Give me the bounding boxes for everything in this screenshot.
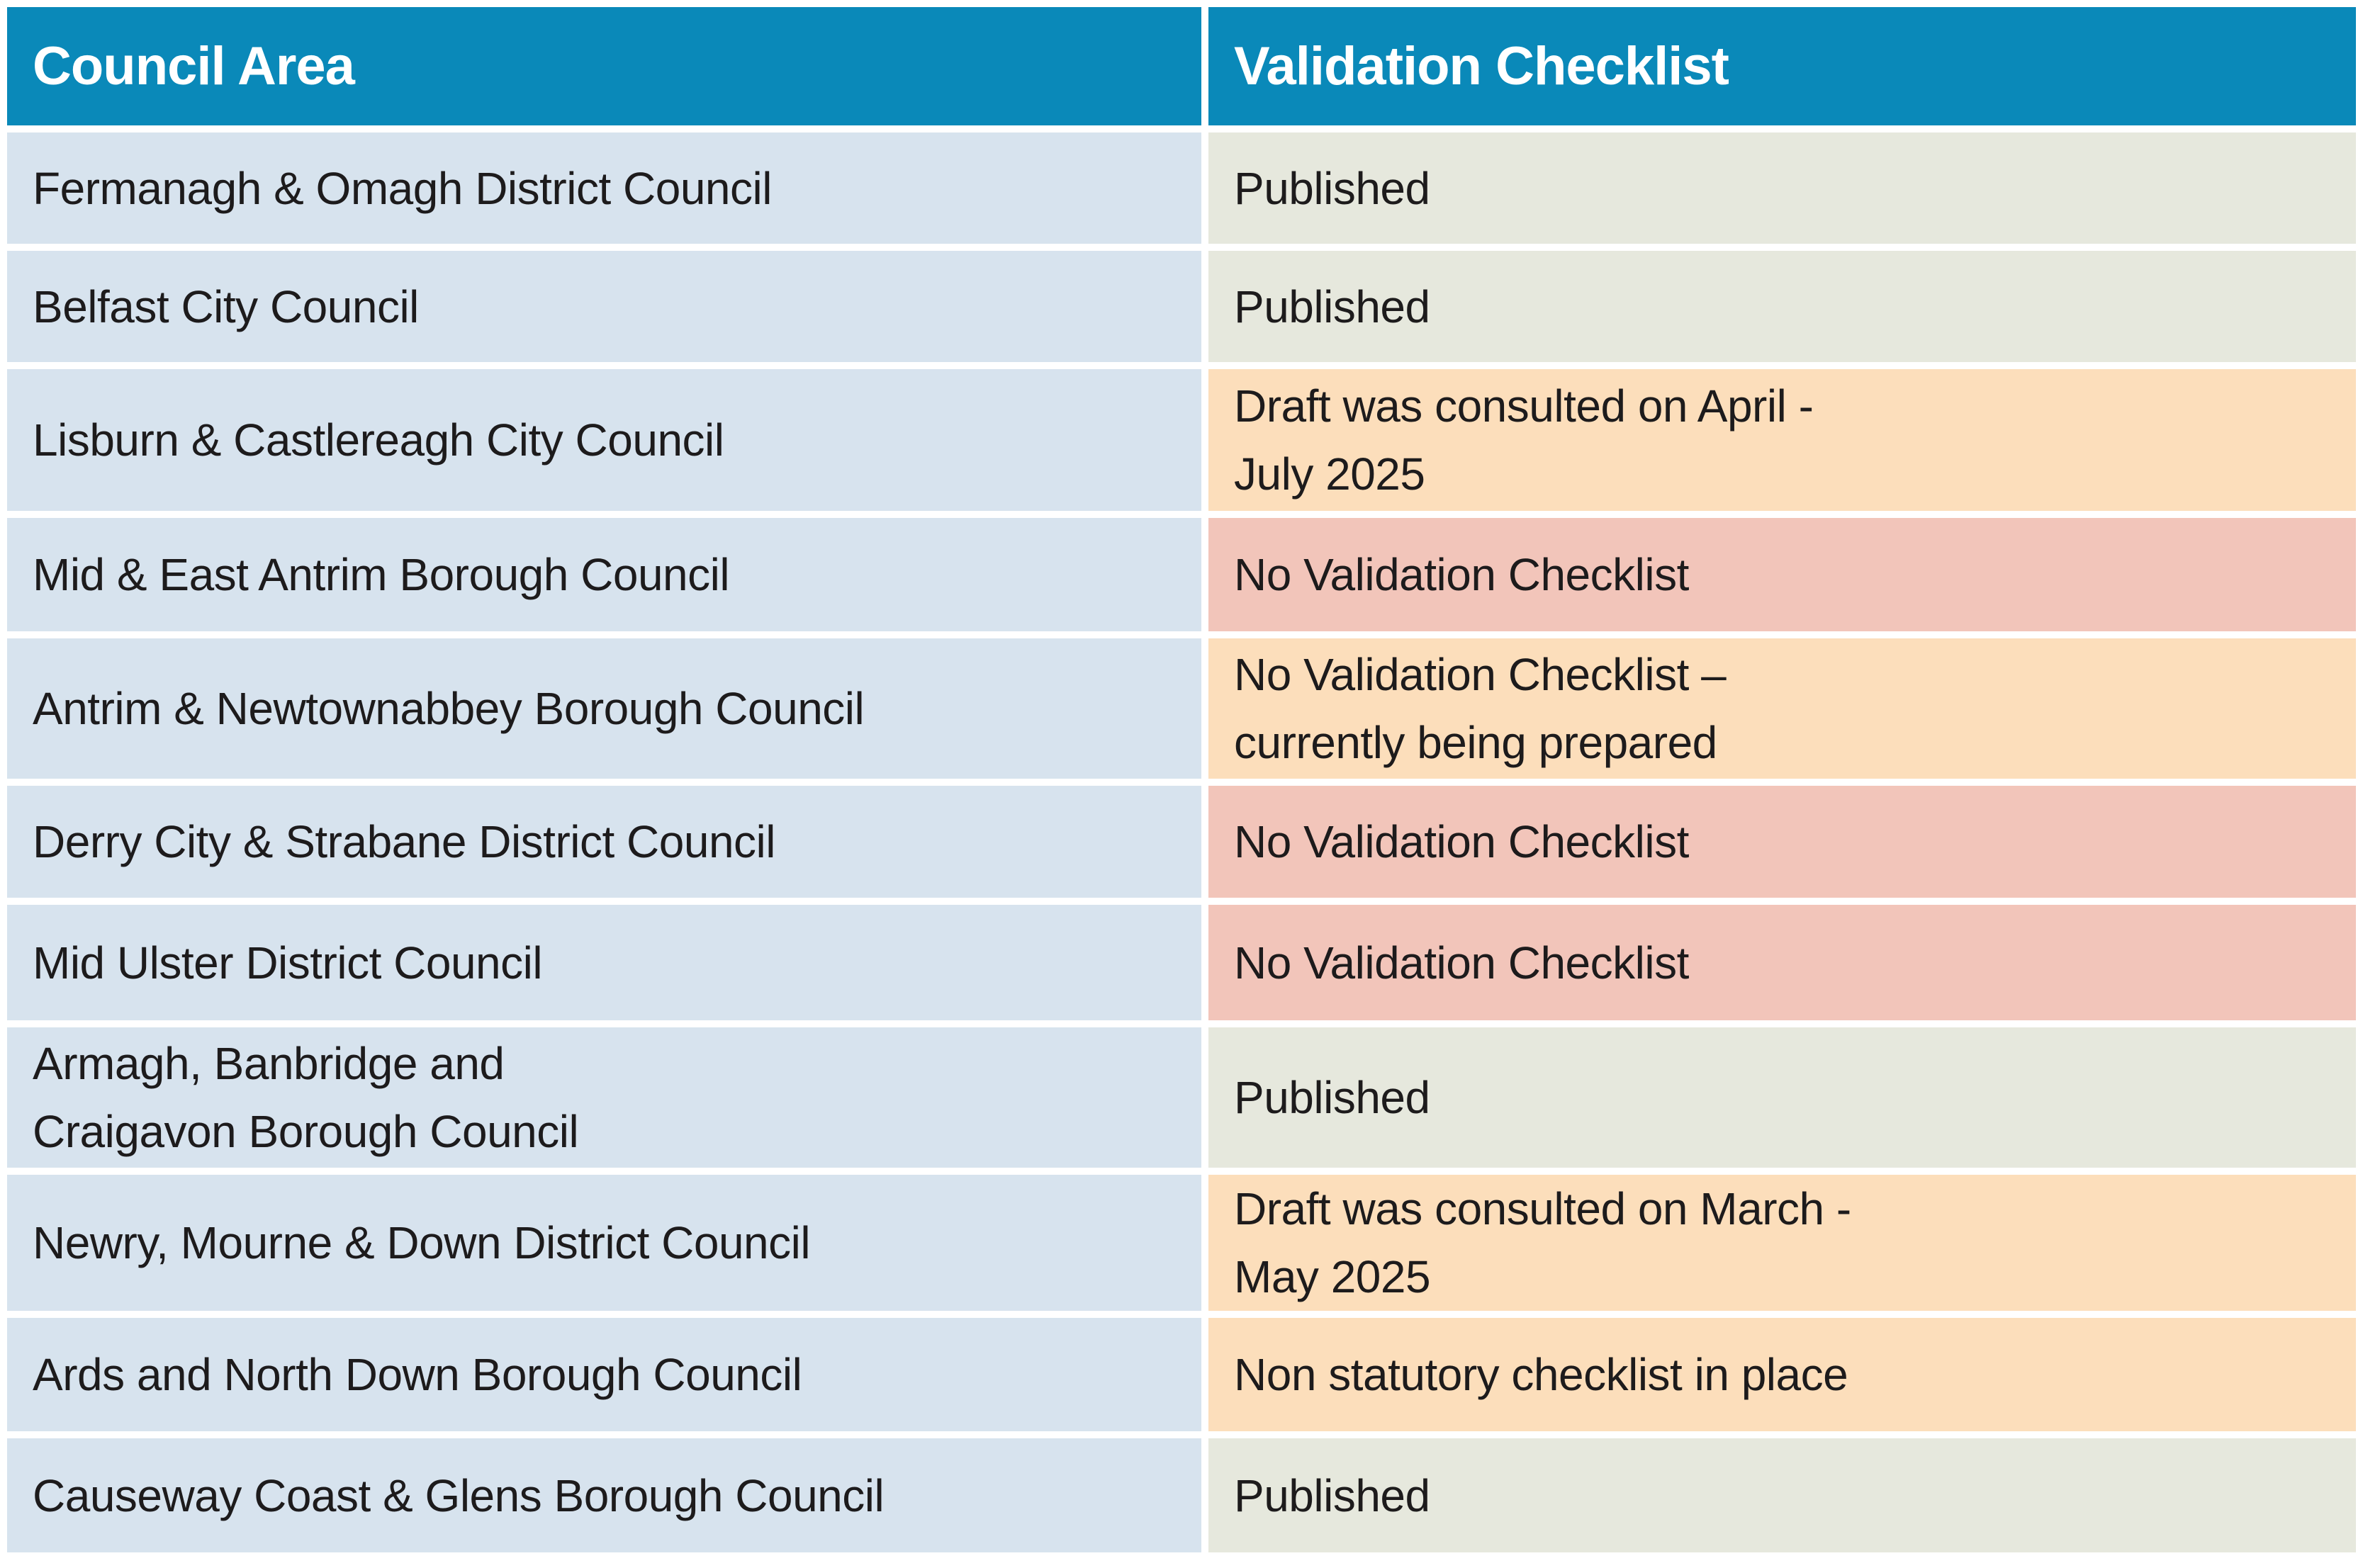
- status-cell-antrim-newtownabbey: No Validation Checklist – currently bein…: [1208, 638, 2356, 779]
- council-cell-derry-strabane: Derry City & Strabane District Council: [7, 786, 1201, 898]
- status-cell-lisburn-castlereagh: Draft was consulted on April - July 2025: [1208, 369, 2356, 511]
- status-cell-belfast: Published: [1208, 251, 2356, 362]
- council-cell-belfast: Belfast City Council: [7, 251, 1201, 362]
- council-cell-ards-north-down: Ards and North Down Borough Council: [7, 1318, 1201, 1431]
- status-cell-armagh-banbridge-craigavon: Published: [1208, 1027, 2356, 1168]
- status-cell-fermanagh-omagh: Published: [1208, 132, 2356, 244]
- status-cell-derry-strabane: No Validation Checklist: [1208, 786, 2356, 898]
- column-header-validation-checklist: Validation Checklist: [1208, 7, 2356, 125]
- status-cell-causeway-coast-glens: Published: [1208, 1438, 2356, 1552]
- council-cell-mid-ulster: Mid Ulster District Council: [7, 905, 1201, 1020]
- council-cell-causeway-coast-glens: Causeway Coast & Glens Borough Council: [7, 1438, 1201, 1552]
- council-cell-antrim-newtownabbey: Antrim & Newtownabbey Borough Council: [7, 638, 1201, 779]
- status-cell-mid-ulster: No Validation Checklist: [1208, 905, 2356, 1020]
- column-header-council-area: Council Area: [7, 7, 1201, 125]
- status-cell-newry-mourne-down: Draft was consulted on March - May 2025: [1208, 1175, 2356, 1311]
- council-cell-mid-east-antrim: Mid & East Antrim Borough Council: [7, 518, 1201, 631]
- status-cell-ards-north-down: Non statutory checklist in place: [1208, 1318, 2356, 1431]
- council-cell-newry-mourne-down: Newry, Mourne & Down District Council: [7, 1175, 1201, 1311]
- validation-checklist-table: Council Area Validation Checklist Ferman…: [7, 7, 2356, 1552]
- council-cell-fermanagh-omagh: Fermanagh & Omagh District Council: [7, 132, 1201, 244]
- council-cell-lisburn-castlereagh: Lisburn & Castlereagh City Council: [7, 369, 1201, 511]
- status-cell-mid-east-antrim: No Validation Checklist: [1208, 518, 2356, 631]
- council-cell-armagh-banbridge-craigavon: Armagh, Banbridge and Craigavon Borough …: [7, 1027, 1201, 1168]
